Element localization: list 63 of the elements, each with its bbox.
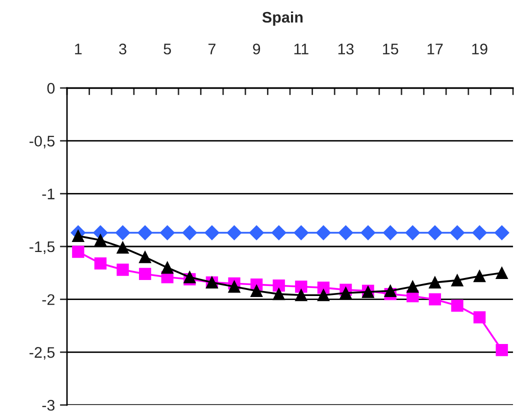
point xyxy=(182,225,198,240)
point xyxy=(360,225,376,240)
point xyxy=(384,284,396,297)
x-tick-label: 17 xyxy=(428,44,443,54)
point xyxy=(450,225,465,240)
point xyxy=(271,225,286,240)
point xyxy=(473,311,486,324)
point xyxy=(472,225,487,240)
point xyxy=(116,241,129,254)
point xyxy=(496,266,508,279)
y-tick-label: -2,5 xyxy=(30,347,55,360)
x-tick-label: 19 xyxy=(472,44,488,54)
x-tick-label: 1 xyxy=(75,44,82,54)
point xyxy=(473,270,486,282)
x-tick-label: 15 xyxy=(383,44,398,54)
point xyxy=(316,225,331,240)
point xyxy=(138,250,152,264)
point xyxy=(405,225,420,240)
point xyxy=(340,286,352,300)
chart-title: Spain xyxy=(262,11,303,26)
point xyxy=(295,280,308,293)
point xyxy=(72,230,84,242)
point xyxy=(428,225,442,240)
y-tick-label: 0 xyxy=(47,82,55,94)
point xyxy=(94,257,107,270)
point xyxy=(295,289,308,302)
point xyxy=(272,288,285,300)
point xyxy=(160,225,175,240)
point xyxy=(496,344,508,356)
point xyxy=(406,280,419,293)
point xyxy=(228,280,240,293)
point xyxy=(138,268,152,280)
point xyxy=(494,225,510,240)
x-tick-label: 11 xyxy=(294,44,308,54)
y-tick-label: -3 xyxy=(42,400,55,411)
point xyxy=(272,280,285,292)
point xyxy=(72,246,84,258)
point xyxy=(382,225,398,240)
point xyxy=(338,225,354,240)
point xyxy=(138,225,152,240)
point xyxy=(204,225,220,240)
point xyxy=(428,293,442,306)
point xyxy=(94,234,107,246)
point xyxy=(317,289,330,302)
point xyxy=(226,225,242,240)
point xyxy=(428,276,442,288)
y-tick-label: -1 xyxy=(42,188,54,200)
x-tick-label: 5 xyxy=(164,44,171,54)
y-tick-label: -2 xyxy=(42,294,54,305)
point xyxy=(161,262,174,274)
point xyxy=(451,274,464,286)
y-tick-label: -1,5 xyxy=(30,242,55,254)
x-tick-label: 7 xyxy=(208,44,216,54)
point xyxy=(451,300,464,312)
x-tick-label: 9 xyxy=(253,44,260,54)
point xyxy=(115,225,130,240)
point xyxy=(249,225,264,240)
point xyxy=(116,264,129,276)
x-tick-label: 13 xyxy=(338,44,354,54)
x-tick-label: 3 xyxy=(119,44,126,54)
point xyxy=(250,284,263,297)
y-tick-label: -0,5 xyxy=(30,136,55,148)
point xyxy=(294,225,309,240)
